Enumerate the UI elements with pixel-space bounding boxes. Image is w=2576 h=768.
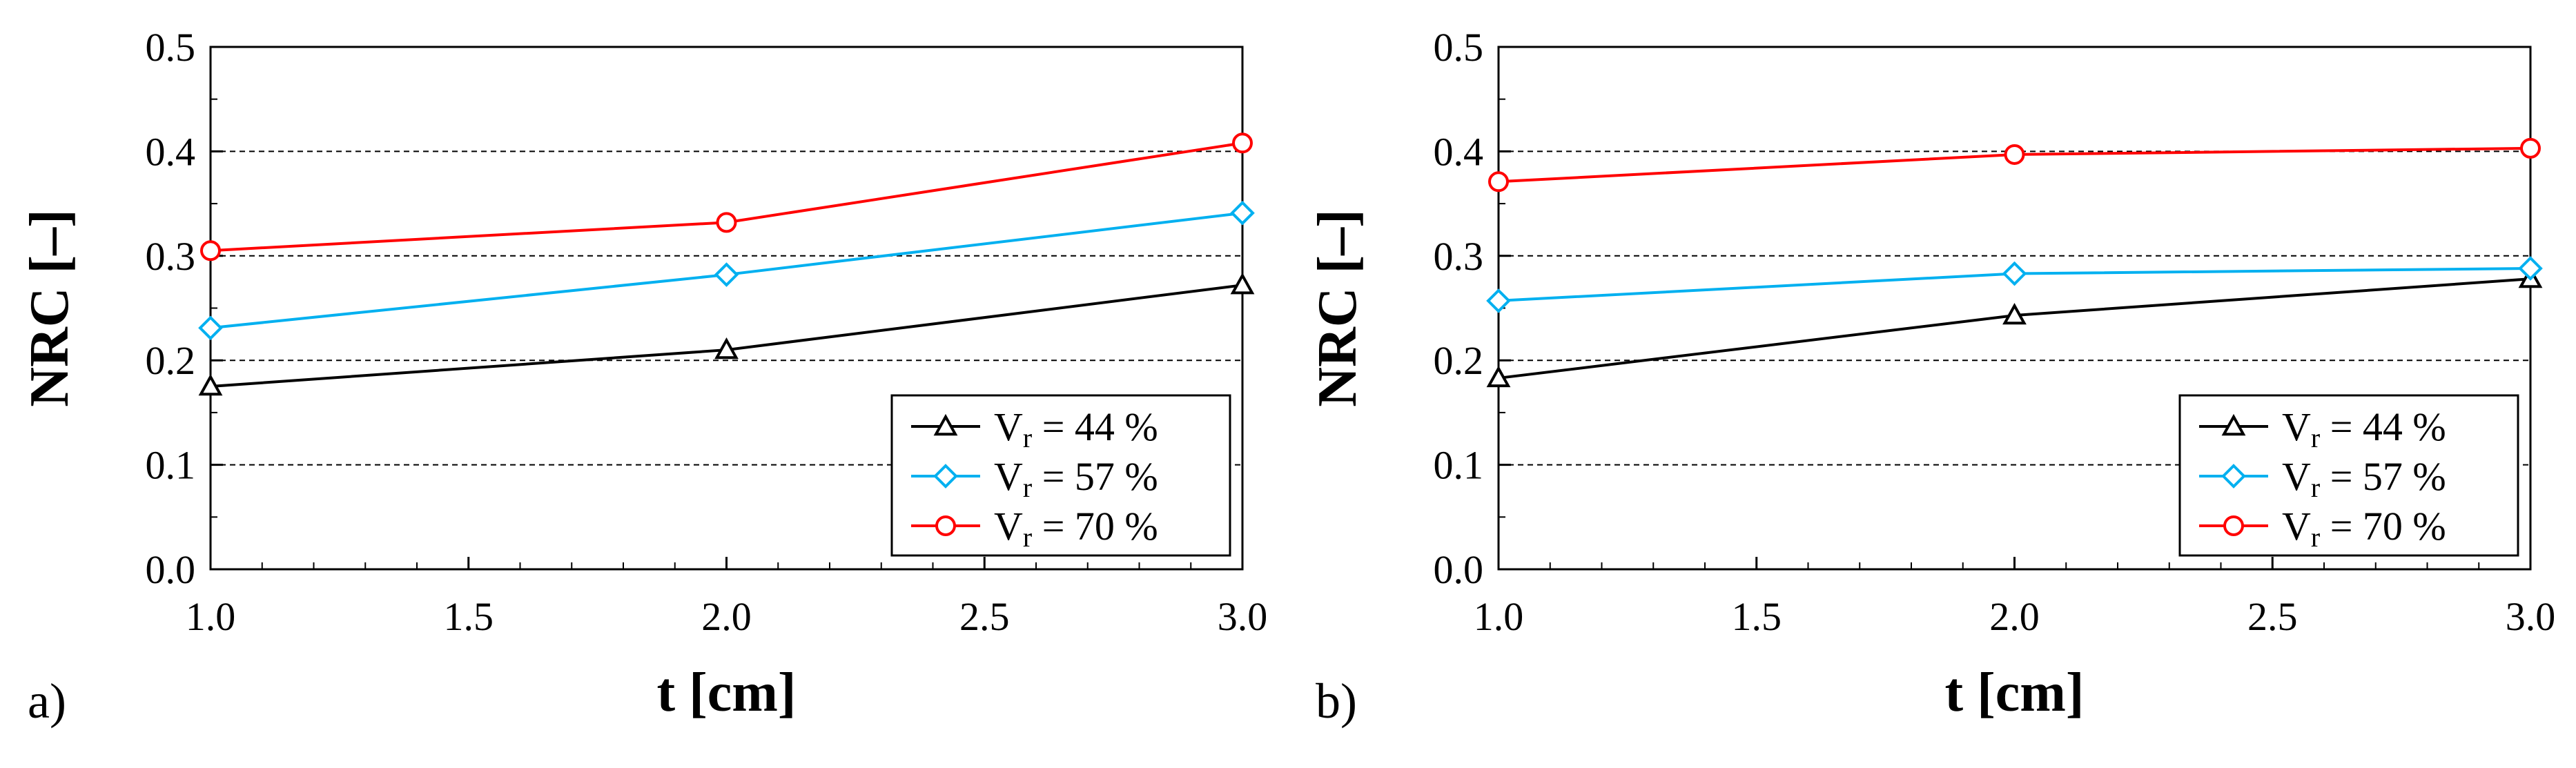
x-tick-label: 2.0 [1989,594,2040,639]
chart-panel-1: 0.0 0.1 0.2 0.3 0.4 0.5 1.0 1.5 2.0 2.5 3.0 t [cm] N… [19,25,1267,729]
data-point-circle [1232,132,1253,154]
y-axis-title: NRC [–] [19,209,80,407]
legend: Vr = 44 %Vr = 57 %Vr = 70 % [890,394,1231,557]
data-point-triangle [714,337,739,360]
data-point-triangle [198,373,223,396]
data-point-diamond [1230,200,1255,226]
legend-marker [2221,413,2246,436]
series-line-triangle [210,284,1243,388]
legend-marker [2221,464,2246,489]
data-point-triangle [1486,365,1511,388]
legend-marker [933,464,958,489]
y-tick-label: 0.2 [1434,338,1484,383]
x-tick-label: 1.0 [186,594,236,639]
x-tick-label: 1.5 [444,594,494,639]
y-tick-label: 0.0 [1434,547,1484,592]
data-point-triangle [1230,273,1255,295]
data-point-circle [2004,144,2025,165]
y-tick-label: 0.4 [1434,129,1484,174]
legend-marker [935,515,956,536]
data-point-circle [2520,137,2541,159]
legend: Vr = 44 %Vr = 57 %Vr = 70 % [2178,394,2519,557]
data-point-diamond [714,262,739,287]
x-tick-label: 2.5 [2247,594,2298,639]
y-tick-label: 0.5 [146,25,196,70]
x-axis-title: t [cm] [1944,662,2084,723]
x-tick-label: 2.5 [959,594,1010,639]
x-tick-label: 2.0 [701,594,752,639]
legend-label: Vr = 70 % [2282,504,2446,553]
x-tick-label: 3.0 [2506,594,2556,639]
legend-label: Vr = 57 % [994,454,1158,503]
y-tick-label: 0.1 [146,443,196,488]
x-tick-label: 1.0 [1474,594,1524,639]
legend-label: Vr = 70 % [994,504,1158,553]
legend-marker [2223,515,2244,536]
data-point-circle [200,240,221,262]
data-point-circle [716,212,737,233]
panel-label: b) [1316,673,1357,729]
y-tick-label: 0.1 [1434,443,1484,488]
data-point-circle [1488,171,1509,193]
y-tick-label: 0.0 [146,547,196,592]
data-point-diamond [2002,261,2027,286]
x-tick-label: 1.5 [1732,594,1782,639]
y-tick-label: 0.2 [146,338,196,383]
legend-label: Vr = 44 % [994,404,1158,453]
legend-label: Vr = 57 % [2282,454,2446,503]
data-point-diamond [198,315,223,341]
x-axis-title: t [cm] [656,662,796,723]
x-tick-label: 3.0 [1218,594,1268,639]
legend-label: Vr = 44 % [2282,404,2446,453]
data-point-triangle [2002,302,2027,325]
series-line-circle [210,141,1243,253]
panel-label: a) [28,673,66,729]
legend-marker [933,413,958,436]
data-point-diamond [1486,288,1511,313]
data-point-diamond [2518,256,2543,281]
y-tick-label: 0.3 [146,234,196,279]
y-tick-label: 0.5 [1434,25,1484,70]
y-axis-title: NRC [–] [1307,209,1368,407]
y-tick-label: 0.3 [1434,234,1484,279]
chart-panel-2: 0.0 0.1 0.2 0.3 0.4 0.5 1.0 1.5 2.0 2.5 3.0 t [cm] N… [1307,25,2555,729]
y-tick-label: 0.4 [146,129,196,174]
